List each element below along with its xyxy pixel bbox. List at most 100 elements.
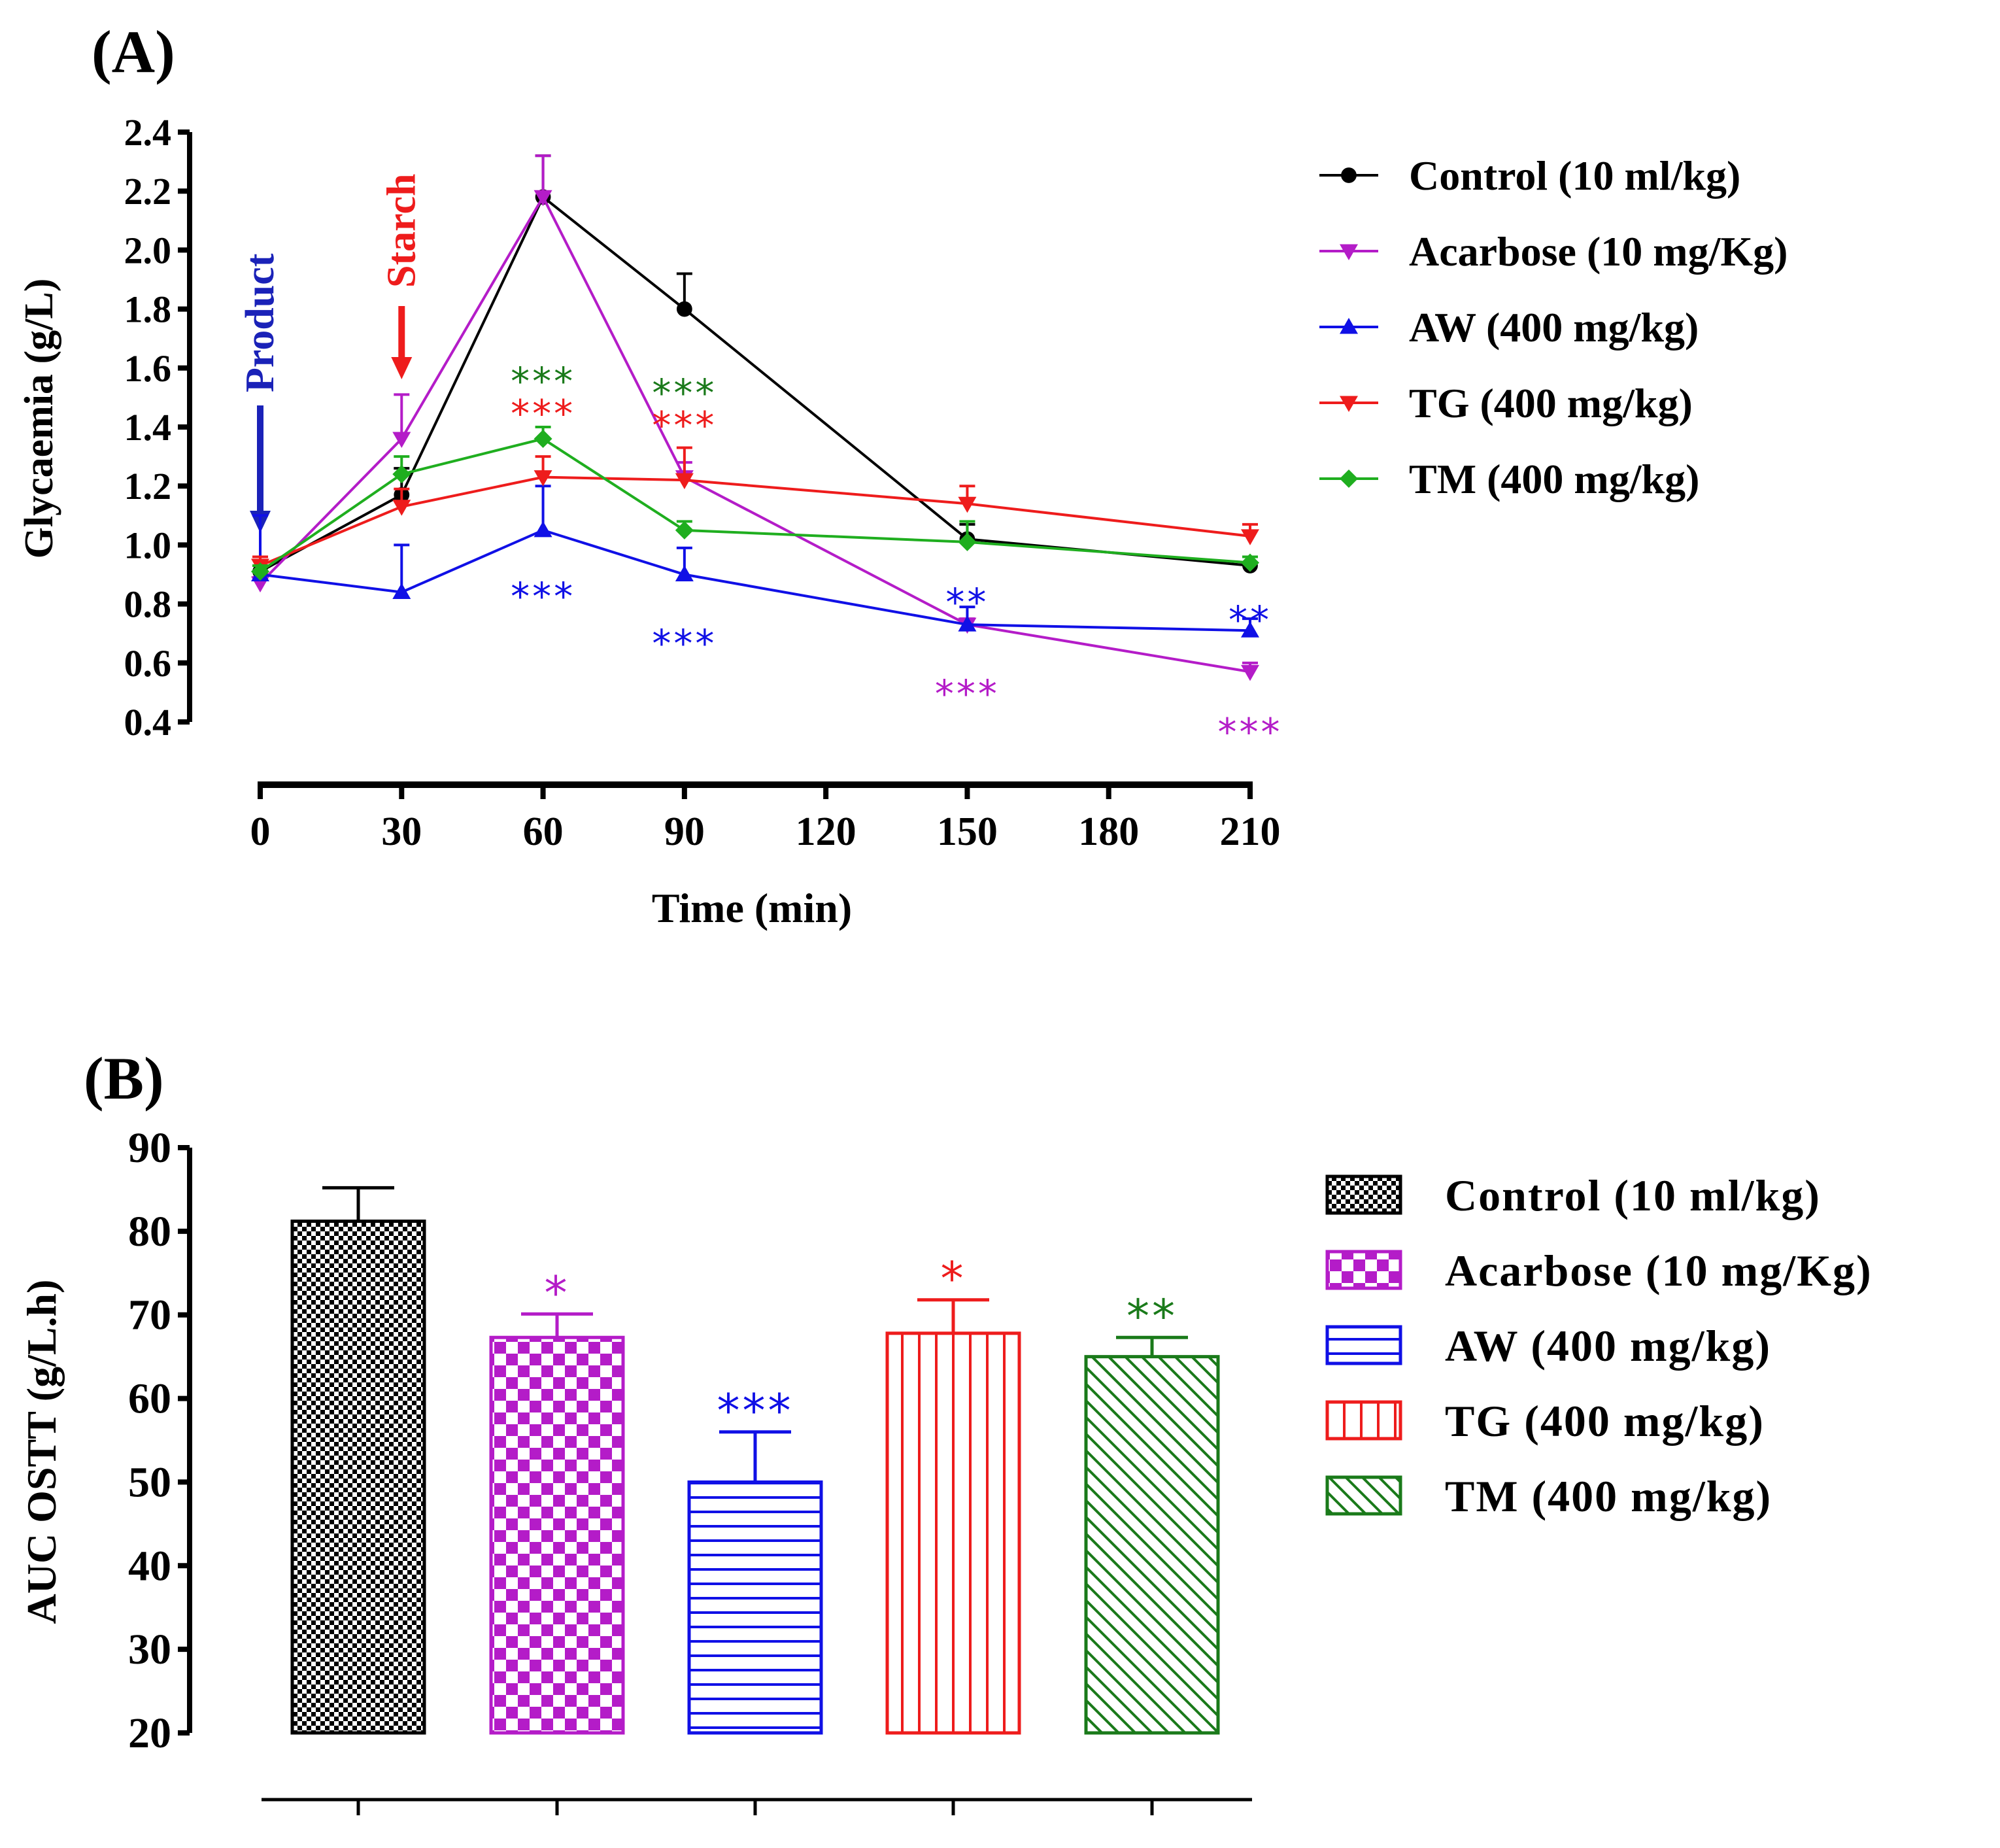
panel-a-significance: **************************** [511, 359, 1283, 755]
panel-b-legend-swatch [1325, 1325, 1402, 1365]
panel-b-y-tick-label: 30 [128, 1626, 171, 1673]
panel-a-x-tick-label: 120 [796, 810, 856, 854]
panel-b-bar-group [290, 1186, 426, 1735]
panel-a-data-point [676, 301, 692, 317]
panel-a-significance-mark: *** [511, 574, 575, 619]
panel-b-bar [885, 1331, 1021, 1735]
panel-a-legend-label: TM (400 mg/kg) [1409, 456, 1699, 502]
panel-a-significance-mark: *** [652, 371, 717, 415]
panel-a-y-tick-label: 2.4 [124, 111, 172, 154]
panel-a-data-point [958, 496, 977, 513]
panel-b-legend-label: TM (400 mg/kg) [1445, 1471, 1772, 1521]
panel-b-legend-label: Control (10 ml/kg) [1445, 1171, 1821, 1220]
panel-a-x-axis-title: Time (min) [652, 885, 852, 931]
panel-b-legend-label: AW (400 mg/kg) [1445, 1321, 1771, 1371]
panel-b-y-tick-label: 70 [128, 1292, 171, 1339]
panel-b-legend-swatch [1325, 1400, 1402, 1441]
panel-a-significance-mark: *** [511, 359, 575, 403]
panel-b-bar-group: ** [1084, 1290, 1220, 1735]
panel-a-significance-mark: *** [935, 672, 1000, 716]
panel-a-y-tick-label: 0.6 [124, 642, 172, 685]
panel-a-significance-mark: *** [1218, 710, 1283, 755]
panel-a: (A) Glycaemia (g/L) Time (min) 0.4 0.6 0.8… [17, 18, 1788, 931]
panel-a-legend-marker [1340, 396, 1358, 412]
panel-a-series-line [260, 528, 1251, 632]
panel-a-series-line [260, 195, 1251, 573]
panel-b-y-tick-label: 50 [128, 1458, 171, 1506]
panel-a-x-ticks: 0 30 60 90 120 150 180 210 [250, 785, 1281, 854]
panel-a-x-tick-label: 90 [664, 810, 705, 854]
panel-a-significance-mark: *** [511, 391, 575, 436]
panel-a-data-point [675, 521, 694, 539]
panel-a-arrow-label: Starch [379, 173, 424, 288]
panel-a-legend-label: AW (400 mg/kg) [1409, 304, 1699, 351]
panel-a-arrow-head [391, 357, 413, 379]
panel-a-series-line [259, 194, 1251, 674]
panel-a-significance-mark: ** [945, 580, 989, 625]
panel-a-data-point [958, 615, 977, 632]
panel-a-x-tick-label: 0 [250, 810, 271, 854]
panel-b-y-tick-label: 40 [128, 1542, 171, 1590]
panel-b-y-tick-label: 20 [128, 1709, 171, 1757]
panel-b-y-tick-label: 90 [128, 1124, 171, 1172]
panel-a-significance-mark: *** [652, 403, 717, 447]
panel-a-series-line [259, 437, 1251, 573]
panel-b-bar-group: * [489, 1266, 625, 1735]
panel-a-data-point [1241, 529, 1259, 545]
panel-a-data-point [1241, 553, 1259, 572]
panel-b-legend-swatch [1325, 1250, 1402, 1290]
panel-b-bars: ******* [290, 1186, 1220, 1735]
panel-b-bar-group: * [885, 1252, 1021, 1735]
panel-a-data-point [534, 521, 552, 538]
panel-a-series-group [251, 154, 1259, 681]
panel-b-significance-mark: *** [717, 1384, 794, 1438]
panel-a-y-tick-label: 1.0 [124, 524, 172, 566]
panel-a-data-point [251, 562, 269, 581]
panel-a-legend: Control (10 ml/kg) Acarbose (10 mg/Kg) AW … [1319, 152, 1788, 502]
panel-a-series [251, 154, 1259, 681]
panel-a-series-group [251, 485, 1259, 638]
panel-a-series-group [251, 446, 1259, 575]
panel-a-y-axis-title: Glycaemia (g/L) [17, 279, 61, 559]
panel-a-y-ticks: 0.4 0.6 0.8 1.0 1.2 1.4 1.6 1.8 2.0 2.2 2.4 [124, 111, 190, 744]
panel-b-bar [687, 1480, 823, 1735]
panel-b-legend: Control (10 ml/kg) Acarbose (10 mg/Kg) AW … [1325, 1171, 1871, 1521]
panel-b-significance-mark: * [545, 1266, 570, 1320]
panel-a-y-tick-label: 1.6 [124, 347, 172, 390]
panel-b-bar [489, 1335, 625, 1735]
panel-b-legend-swatch [1325, 1475, 1402, 1516]
panel-a-significance-mark: *** [652, 621, 717, 666]
panel-a-legend-label: Control (10 ml/kg) [1409, 152, 1740, 199]
panel-a-y-tick-label: 2.2 [124, 170, 172, 213]
panel-b-y-ticks: 20 30 40 50 60 70 80 90 [128, 1124, 190, 1757]
panel-b-legend-swatch [1325, 1174, 1402, 1215]
panel-b-y-axis-title: AUC OSTT (g/L.h) [18, 1280, 65, 1624]
panel-b-bar [290, 1220, 426, 1735]
panel-b-y-tick-label: 60 [128, 1375, 171, 1423]
panel-a-data-point [1241, 664, 1259, 681]
panel-a-x-tick-label: 180 [1078, 810, 1139, 854]
panel-a-legend-marker [1341, 167, 1357, 183]
panel-a-y-tick-label: 0.8 [124, 583, 172, 626]
panel-a-data-point [675, 565, 694, 581]
panel-a-data-point [534, 430, 552, 449]
panel-a-x-tick-label: 210 [1220, 810, 1281, 854]
panel-a-series-line [260, 475, 1251, 567]
panel-a-y-tick-label: 1.2 [124, 465, 172, 507]
panel-b-label: (B) [84, 1045, 164, 1112]
panel-a-data-point [534, 190, 552, 207]
panel-b-significance-mark: ** [1127, 1290, 1178, 1343]
panel-a-x-tick-label: 150 [937, 810, 998, 854]
panel-b-significance-mark: * [941, 1252, 966, 1306]
panel-a-data-point [392, 432, 411, 449]
panel-a-legend-marker [1340, 244, 1358, 260]
panel-a-legend-marker [1340, 470, 1358, 488]
panel-a-axes [187, 132, 1253, 788]
panel-a-legend-label: Acarbose (10 mg/Kg) [1409, 228, 1788, 275]
panel-a-data-point [534, 470, 552, 487]
panel-a-data-point [392, 500, 411, 516]
panel-a-x-tick-label: 30 [381, 810, 422, 854]
panel-a-x-tick-label: 60 [523, 810, 564, 854]
